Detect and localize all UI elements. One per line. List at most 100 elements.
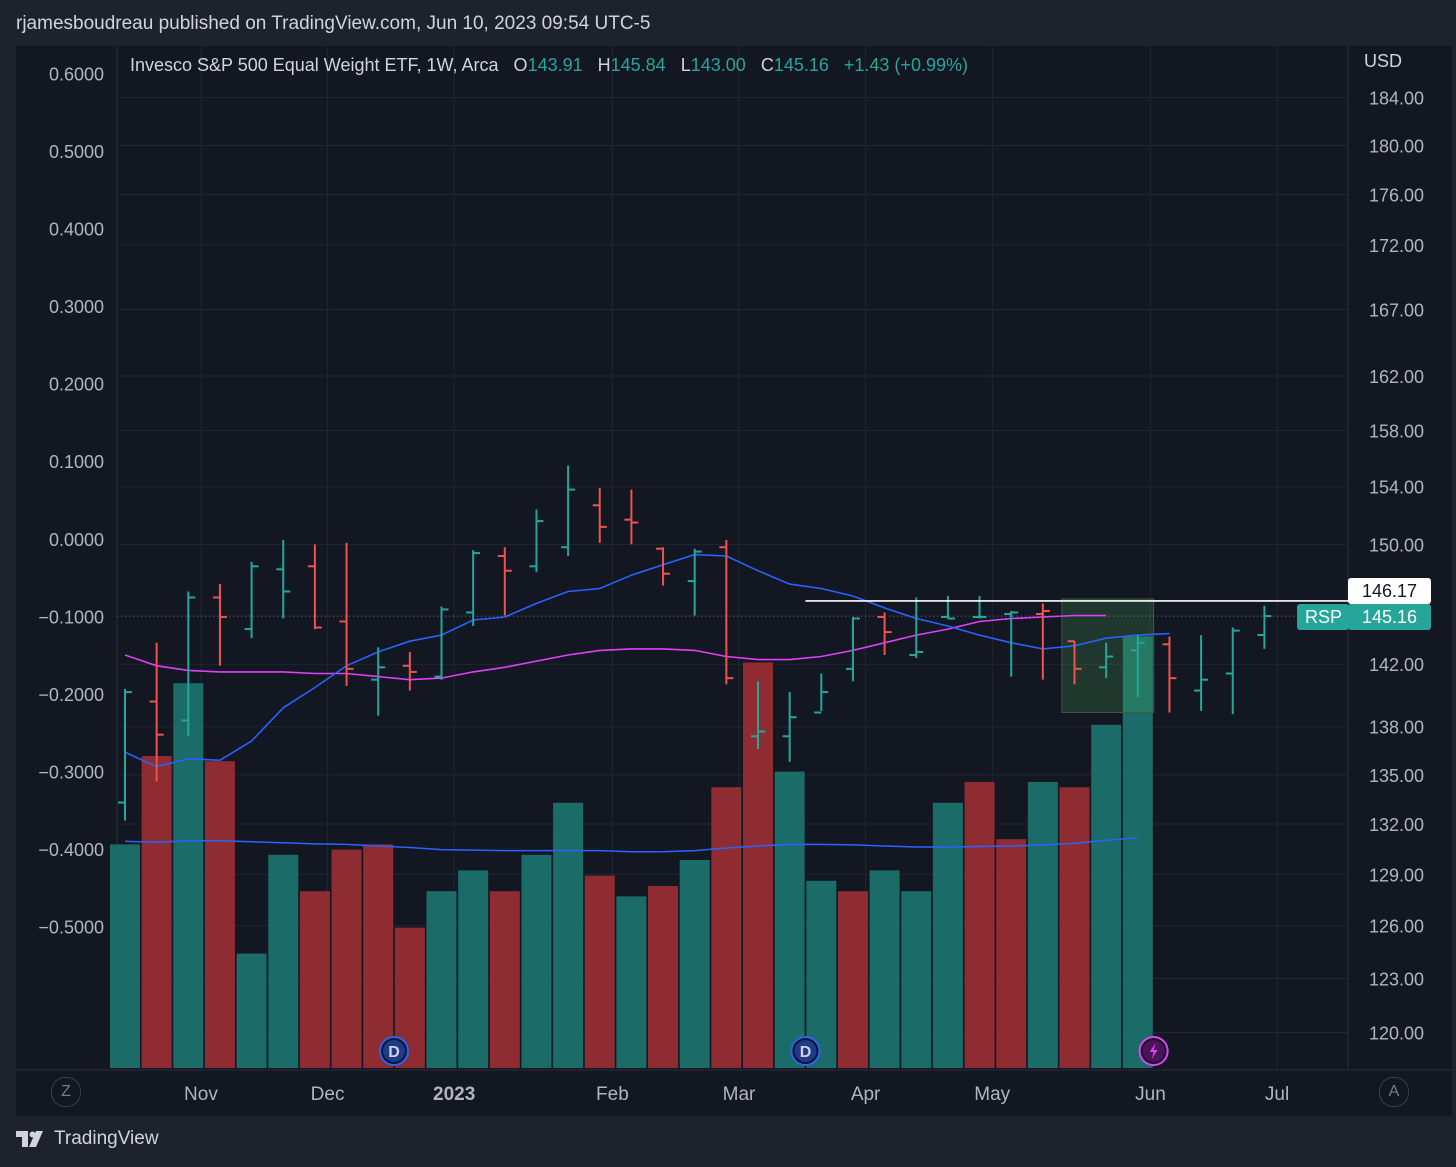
volume-bar xyxy=(236,953,267,1068)
volume-bar xyxy=(268,854,299,1068)
volume-bar xyxy=(426,891,457,1068)
right-axis-tick-label: 172.00 xyxy=(1369,236,1424,256)
ohlc-bar xyxy=(466,550,481,627)
ohlc-bar xyxy=(1225,627,1240,715)
left-axis-tick-label: 0.5000 xyxy=(49,142,104,162)
volume-average-line xyxy=(124,836,1138,853)
ohlc-bar xyxy=(656,547,671,586)
zoom-reset-button[interactable]: Z xyxy=(51,1077,81,1107)
volume-bar xyxy=(869,870,900,1068)
ohlc-bar xyxy=(307,544,322,630)
auto-scale-button[interactable]: A xyxy=(1379,1077,1409,1107)
right-axis-tick-label: 154.00 xyxy=(1369,478,1424,498)
low-label: L xyxy=(680,55,691,75)
ohlc-bar xyxy=(181,591,196,737)
time-axis-label: Dec xyxy=(311,1084,345,1105)
volume-bar xyxy=(363,844,394,1068)
left-axis-tick-label: 0.4000 xyxy=(49,220,104,240)
time-axis-label: Jun xyxy=(1135,1084,1166,1105)
left-axis-tick-label: 0.3000 xyxy=(49,297,104,317)
lightning-icon xyxy=(1149,1043,1158,1059)
volume-bar xyxy=(711,787,742,1068)
volume-bar xyxy=(1091,724,1122,1068)
volume-bar xyxy=(648,886,679,1068)
volume-bar xyxy=(679,860,710,1068)
ohlc-bar xyxy=(1130,635,1145,697)
symbol-price-tag: RSP xyxy=(1297,604,1349,630)
ohlc-bar xyxy=(624,489,639,545)
close-label: C xyxy=(760,55,774,75)
right-axis-tick-label: 138.00 xyxy=(1369,718,1424,738)
right-axis-tick-label: 135.00 xyxy=(1369,766,1424,786)
time-axis-label: Jul xyxy=(1265,1084,1289,1105)
right-axis-tick-label: 162.00 xyxy=(1369,367,1424,387)
volume-bar xyxy=(964,782,995,1068)
publisher-bar: rjamesboudreau published on TradingView.… xyxy=(0,0,1456,46)
tradingview-logo-icon xyxy=(16,1131,43,1147)
right-axis-tick-label: 176.00 xyxy=(1369,186,1424,206)
dividend-icon: D xyxy=(800,1044,812,1061)
auto-scale-label: A xyxy=(1388,1083,1400,1100)
dividend-marker: D xyxy=(379,1036,410,1066)
ohlc-bar xyxy=(1194,635,1209,711)
last-price-value: 145.16 xyxy=(1361,607,1418,627)
volume-bar xyxy=(141,756,172,1068)
ohlc-bar xyxy=(402,651,417,691)
ohlc-bar xyxy=(592,488,607,543)
volume-bar xyxy=(584,875,615,1068)
volume-bar xyxy=(204,761,235,1068)
left-axis-tick-label: −0.3000 xyxy=(38,762,104,782)
volume-bar xyxy=(299,891,330,1068)
high-value: 145.84 xyxy=(610,55,666,75)
ohlc-bar xyxy=(497,547,512,616)
volume-bar xyxy=(1059,787,1090,1068)
time-axis-label: Apr xyxy=(851,1084,881,1105)
ohlc-bar xyxy=(1099,642,1114,679)
dividend-marker: D xyxy=(790,1036,821,1066)
close-value: 145.16 xyxy=(773,55,829,75)
ohlc-bar xyxy=(1035,603,1050,680)
ohlc-bar xyxy=(687,548,702,616)
ohlc-bar xyxy=(751,681,765,750)
volume-bar xyxy=(489,891,520,1068)
tradingview-footer: TradingView xyxy=(16,1128,159,1150)
volume-bar xyxy=(806,880,837,1068)
volume-bar xyxy=(1122,636,1153,1068)
volume-bar xyxy=(521,854,552,1068)
resistance-price-tag: 146.17 xyxy=(1348,578,1431,604)
right-axis-tick-label: 129.00 xyxy=(1369,865,1424,885)
right-axis-tick-label: 180.00 xyxy=(1369,136,1424,156)
ohlc-bar xyxy=(244,561,259,639)
ohlc-bar xyxy=(940,595,955,620)
time-axis-label: Feb xyxy=(596,1084,629,1105)
ohlc-bar xyxy=(371,647,386,716)
volume-bar xyxy=(996,839,1027,1068)
left-axis-tick-label: 0.1000 xyxy=(49,452,104,472)
tradingview-brand: TradingView xyxy=(54,1128,159,1149)
right-axis-tick-label: 142.00 xyxy=(1369,655,1424,675)
symbol-name: Invesco S&P 500 Equal Weight ETF, 1W, Ar… xyxy=(130,55,499,75)
ohlc-bar xyxy=(845,616,860,682)
left-axis-tick-label: 0.6000 xyxy=(49,65,104,85)
time-axis-label: 2023 xyxy=(433,1084,475,1105)
ohlc-bar xyxy=(276,539,291,619)
volume-bar xyxy=(553,802,584,1068)
left-axis-tick-label: −0.5000 xyxy=(38,917,104,937)
volume-bar xyxy=(331,849,362,1068)
ohlc-bar xyxy=(782,692,797,762)
ohlc-bar xyxy=(814,673,829,714)
ohlc-bar xyxy=(1162,636,1177,713)
ohlc-bar xyxy=(212,584,227,666)
dividend-icon: D xyxy=(388,1044,400,1061)
right-axis-tick-label: 126.00 xyxy=(1369,917,1424,937)
change-value: +1.43 (+0.99%) xyxy=(843,55,968,75)
ohlc-bar xyxy=(719,539,734,685)
symbol-tag-label: RSP xyxy=(1305,607,1343,627)
volume-bar xyxy=(458,870,489,1068)
right-axis-tick-label: 123.00 xyxy=(1369,969,1424,989)
right-axis-tick-label: 150.00 xyxy=(1369,535,1424,555)
left-axis-tick-label: 0.2000 xyxy=(49,375,104,395)
volume-bar xyxy=(774,771,805,1068)
volume-bar xyxy=(173,683,204,1068)
